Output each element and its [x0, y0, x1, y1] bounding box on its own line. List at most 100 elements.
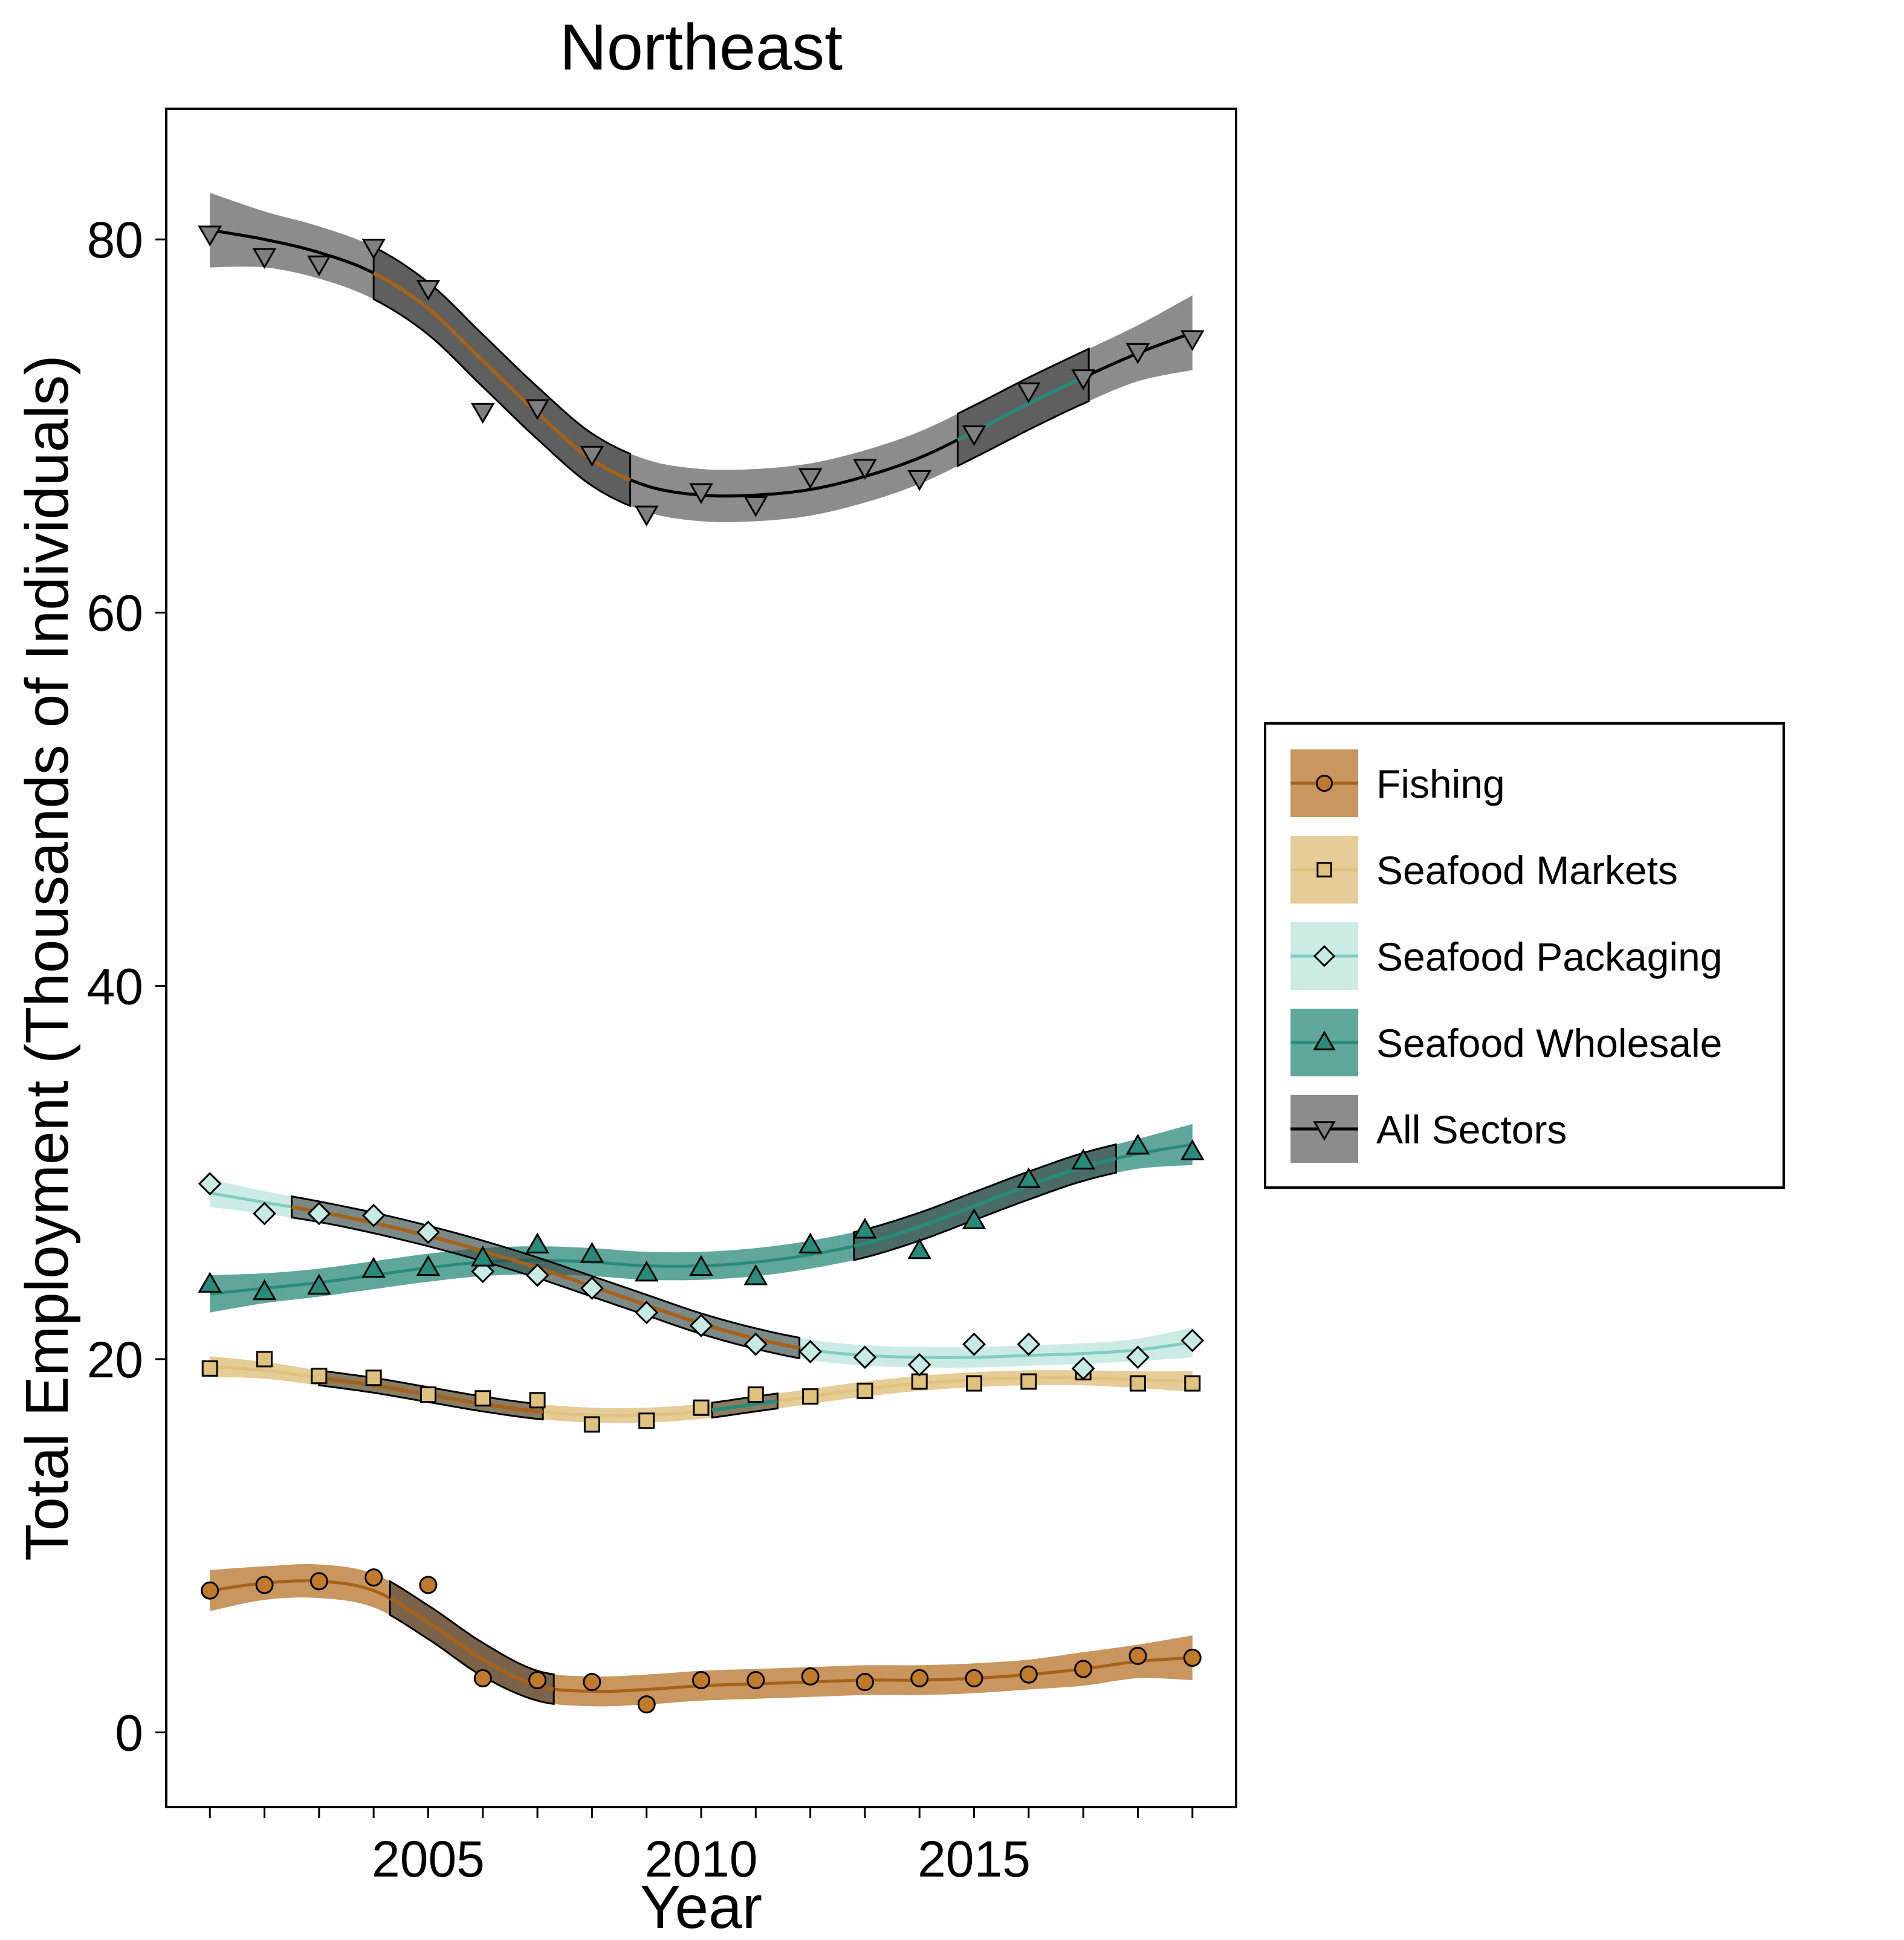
- point-seafood-markets-2002: [256, 1351, 273, 1368]
- point-fishing-2002: [255, 1576, 274, 1594]
- point-seafood-wholesale-2004: [361, 1256, 386, 1278]
- point-fishing-2017: [1074, 1660, 1093, 1678]
- point-seafood-wholesale-2001: [198, 1272, 222, 1293]
- point-fishing-2016: [1019, 1665, 1038, 1684]
- point-all-sectors-2007: [525, 399, 549, 421]
- point-fishing-2005: [419, 1576, 438, 1594]
- point-seafood-wholesale-2011: [743, 1264, 768, 1285]
- point-seafood-markets-2012: [802, 1388, 819, 1405]
- point-seafood-wholesale-2017: [1071, 1148, 1095, 1170]
- points-fishing: [201, 1568, 1202, 1714]
- point-seafood-packaging-2005: [416, 1220, 440, 1244]
- point-seafood-wholesale-2019: [1180, 1139, 1205, 1160]
- point-fishing-2013: [855, 1673, 874, 1692]
- legend-label-seafood-markets: Seafood Markets: [1376, 848, 1678, 893]
- y-tick-label-20: 20: [87, 1331, 143, 1388]
- point-fishing-2015: [965, 1669, 983, 1687]
- point-all-sectors-2009: [634, 505, 659, 527]
- x-tick-label-2015: 2015: [918, 1831, 1031, 1887]
- point-seafood-packaging-2017: [1071, 1356, 1095, 1380]
- point-all-sectors-2006: [470, 403, 495, 424]
- legend-marker-seafood-wholesale: [1313, 1030, 1336, 1050]
- y-axis-label: Total Employment (Thousands of Individua…: [13, 355, 81, 1560]
- point-seafood-markets-2004: [365, 1369, 382, 1386]
- highlight-line-6: [853, 1157, 1116, 1248]
- legend-label-seafood-wholesale: Seafood Wholesale: [1376, 1021, 1722, 1065]
- point-seafood-wholesale-2002: [252, 1279, 277, 1301]
- legend-item-seafood-packaging: Seafood Packaging: [1290, 922, 1722, 990]
- band-fishing: [210, 1564, 1193, 1707]
- trend-lines: [209, 228, 1193, 1693]
- point-fishing-2009: [637, 1695, 656, 1714]
- point-seafood-wholesale-2009: [634, 1260, 659, 1282]
- point-all-sectors-2015: [962, 425, 986, 447]
- legend-item-fishing: Fishing: [1290, 749, 1505, 817]
- point-seafood-markets-2019: [1184, 1375, 1201, 1392]
- x-tick-label-2010: 2010: [645, 1831, 758, 1887]
- point-seafood-packaging-2016: [1017, 1332, 1041, 1356]
- point-fishing-2001: [201, 1581, 219, 1600]
- point-seafood-packaging-2012: [798, 1340, 822, 1363]
- point-seafood-packaging-2004: [361, 1203, 386, 1227]
- point-fishing-2010: [692, 1671, 710, 1690]
- point-seafood-packaging-2008: [580, 1276, 604, 1300]
- y-axis: 0 20 40 60 80: [87, 212, 166, 1761]
- point-seafood-wholesale-2018: [1125, 1133, 1150, 1155]
- point-all-sectors-2003: [307, 255, 331, 277]
- point-seafood-markets-2011: [747, 1386, 764, 1403]
- point-seafood-packaging-2002: [253, 1201, 276, 1226]
- point-seafood-wholesale-2012: [798, 1232, 823, 1254]
- point-all-sectors-2018: [1125, 343, 1150, 364]
- data-points: [198, 225, 1205, 1714]
- legend: Fishing Seafood Markets Seafood Packaging S…: [1264, 722, 1785, 1189]
- point-seafood-packaging-2019: [1180, 1328, 1205, 1353]
- point-seafood-wholesale-2016: [1016, 1167, 1041, 1188]
- point-seafood-packaging-2007: [525, 1263, 549, 1287]
- point-fishing-2018: [1128, 1646, 1147, 1665]
- highlight-line-2: [389, 1596, 554, 1691]
- point-seafood-markets-2005: [419, 1386, 436, 1403]
- point-all-sectors-2008: [580, 445, 604, 467]
- point-seafood-markets-2003: [311, 1368, 328, 1385]
- point-seafood-markets-2009: [638, 1412, 655, 1429]
- legend-label-seafood-packaging: Seafood Packaging: [1376, 934, 1722, 979]
- point-seafood-markets-2007: [529, 1392, 546, 1409]
- point-seafood-wholesale-2003: [307, 1273, 331, 1295]
- points-seafood-packaging: [198, 1172, 1205, 1380]
- y-tick-label-80: 80: [87, 212, 143, 268]
- point-all-sectors-2013: [853, 459, 877, 480]
- point-seafood-wholesale-2013: [853, 1217, 877, 1239]
- chart-title: Northeast: [560, 10, 843, 83]
- points-seafood-markets: [201, 1351, 1201, 1433]
- y-tick-label-60: 60: [87, 585, 143, 642]
- point-seafood-wholesale-2010: [689, 1255, 713, 1276]
- legend-label-all-sectors: All Sectors: [1376, 1107, 1567, 1152]
- point-seafood-wholesale-2005: [416, 1255, 441, 1276]
- highlight-band-2: [389, 1580, 555, 1706]
- point-seafood-packaging-2014: [907, 1353, 931, 1377]
- x-axis-label: Year: [640, 1874, 762, 1940]
- band-all-sectors: [210, 193, 1193, 522]
- legend-marker-fishing: [1315, 774, 1333, 792]
- point-all-sectors-2010: [689, 483, 713, 505]
- point-all-sectors-2014: [907, 470, 932, 491]
- point-seafood-markets-2015: [966, 1375, 983, 1392]
- point-fishing-2011: [746, 1671, 765, 1690]
- point-all-sectors-2011: [743, 496, 768, 517]
- trend-highlights: [291, 245, 1117, 1706]
- x-tick-label-2005: 2005: [372, 1831, 485, 1887]
- point-seafood-markets-2014: [911, 1373, 928, 1390]
- point-all-sectors-2002: [252, 248, 277, 269]
- highlight-line-5: [711, 1399, 778, 1412]
- point-fishing-2003: [309, 1572, 328, 1591]
- point-seafood-packaging-2010: [689, 1313, 713, 1337]
- points-seafood-wholesale: [198, 1133, 1205, 1301]
- legend-item-seafood-wholesale: Seafood Wholesale: [1290, 1009, 1722, 1076]
- point-seafood-wholesale-2015: [962, 1208, 986, 1229]
- legend-marker-seafood-markets: [1316, 862, 1332, 878]
- point-all-sectors-2005: [416, 279, 441, 301]
- legend-marker-seafood-packaging: [1313, 945, 1336, 968]
- point-seafood-wholesale-2014: [907, 1238, 932, 1259]
- point-fishing-2014: [910, 1669, 929, 1687]
